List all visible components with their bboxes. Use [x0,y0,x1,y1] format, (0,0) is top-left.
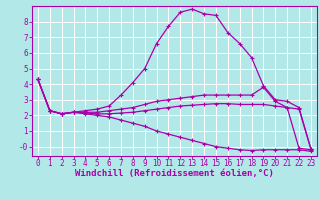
X-axis label: Windchill (Refroidissement éolien,°C): Windchill (Refroidissement éolien,°C) [75,169,274,178]
